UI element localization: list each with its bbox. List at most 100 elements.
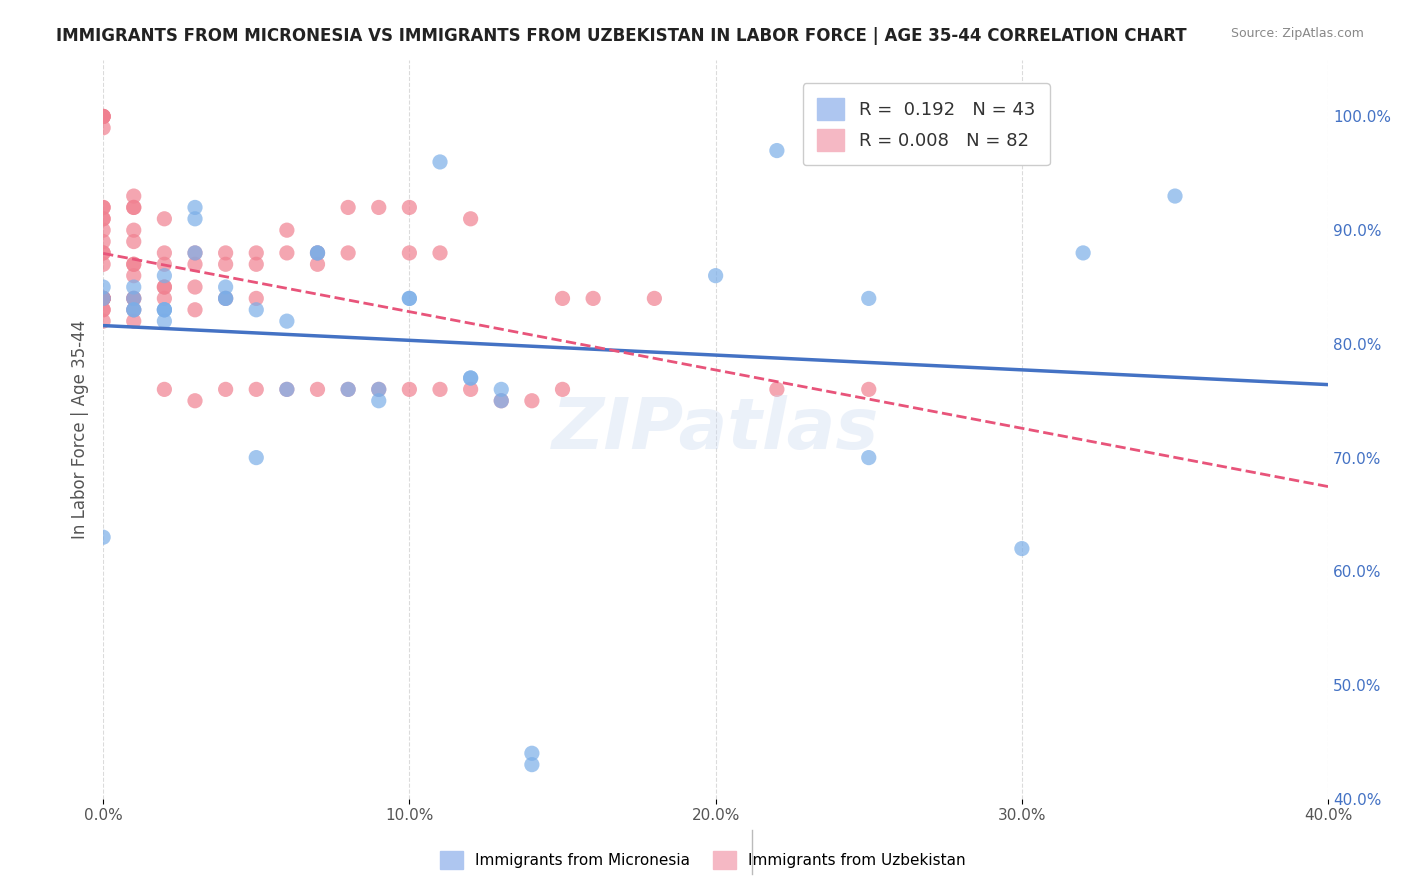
- Point: [520, 746, 543, 760]
- Point: [460, 383, 482, 397]
- Point: [398, 292, 420, 306]
- Point: [337, 246, 360, 260]
- Point: [122, 223, 145, 237]
- Point: [184, 201, 207, 215]
- Point: [337, 383, 360, 397]
- Point: [153, 314, 176, 328]
- Point: [491, 383, 513, 397]
- Point: [460, 211, 482, 226]
- Point: [153, 302, 176, 317]
- Point: [307, 246, 329, 260]
- Point: [337, 201, 360, 215]
- Point: [184, 393, 207, 408]
- Point: [91, 292, 114, 306]
- Point: [367, 201, 389, 215]
- Point: [91, 257, 114, 271]
- Point: [491, 393, 513, 408]
- Point: [276, 383, 298, 397]
- Point: [91, 110, 114, 124]
- Point: [276, 383, 298, 397]
- Point: [367, 393, 389, 408]
- Point: [91, 302, 114, 317]
- Point: [91, 292, 114, 306]
- Point: [91, 201, 114, 215]
- Point: [858, 292, 880, 306]
- Point: [91, 223, 114, 237]
- Point: [337, 383, 360, 397]
- Point: [122, 268, 145, 283]
- Point: [122, 292, 145, 306]
- Point: [153, 268, 176, 283]
- Point: [766, 383, 789, 397]
- Point: [184, 211, 207, 226]
- Point: [307, 246, 329, 260]
- Point: [1071, 246, 1094, 260]
- Point: [245, 450, 267, 465]
- Point: [91, 530, 114, 544]
- Point: [184, 246, 207, 260]
- Point: [214, 280, 236, 294]
- Point: [91, 292, 114, 306]
- Point: [122, 292, 145, 306]
- Point: [429, 246, 451, 260]
- Point: [367, 383, 389, 397]
- Point: [460, 371, 482, 385]
- Point: [184, 257, 207, 271]
- Point: [307, 257, 329, 271]
- Point: [91, 292, 114, 306]
- Point: [582, 292, 605, 306]
- Point: [122, 292, 145, 306]
- Point: [153, 211, 176, 226]
- Point: [398, 292, 420, 306]
- Point: [122, 235, 145, 249]
- Point: [214, 246, 236, 260]
- Point: [1164, 189, 1187, 203]
- Point: [184, 302, 207, 317]
- Point: [1011, 541, 1033, 556]
- Point: [91, 302, 114, 317]
- Point: [122, 257, 145, 271]
- Point: [153, 302, 176, 317]
- Point: [858, 383, 880, 397]
- Point: [429, 383, 451, 397]
- Point: [398, 201, 420, 215]
- Point: [91, 292, 114, 306]
- Point: [153, 292, 176, 306]
- Point: [91, 292, 114, 306]
- Point: [307, 383, 329, 397]
- Point: [245, 292, 267, 306]
- Point: [398, 383, 420, 397]
- Point: [704, 268, 727, 283]
- Legend: Immigrants from Micronesia, Immigrants from Uzbekistan: Immigrants from Micronesia, Immigrants f…: [434, 845, 972, 875]
- Point: [122, 302, 145, 317]
- Point: [153, 302, 176, 317]
- Point: [122, 302, 145, 317]
- Point: [491, 393, 513, 408]
- Point: [91, 110, 114, 124]
- Point: [91, 211, 114, 226]
- Y-axis label: In Labor Force | Age 35-44: In Labor Force | Age 35-44: [72, 319, 89, 539]
- Point: [91, 280, 114, 294]
- Point: [214, 292, 236, 306]
- Point: [153, 257, 176, 271]
- Point: [91, 110, 114, 124]
- Point: [91, 246, 114, 260]
- Point: [245, 246, 267, 260]
- Point: [91, 235, 114, 249]
- Text: ZIPatlas: ZIPatlas: [553, 394, 879, 464]
- Point: [520, 757, 543, 772]
- Point: [122, 257, 145, 271]
- Point: [122, 201, 145, 215]
- Point: [367, 383, 389, 397]
- Point: [153, 280, 176, 294]
- Point: [276, 314, 298, 328]
- Legend: R =  0.192   N = 43, R = 0.008   N = 82: R = 0.192 N = 43, R = 0.008 N = 82: [803, 84, 1050, 165]
- Point: [858, 450, 880, 465]
- Point: [398, 246, 420, 260]
- Point: [153, 280, 176, 294]
- Point: [460, 371, 482, 385]
- Point: [153, 246, 176, 260]
- Point: [122, 314, 145, 328]
- Point: [91, 292, 114, 306]
- Point: [91, 110, 114, 124]
